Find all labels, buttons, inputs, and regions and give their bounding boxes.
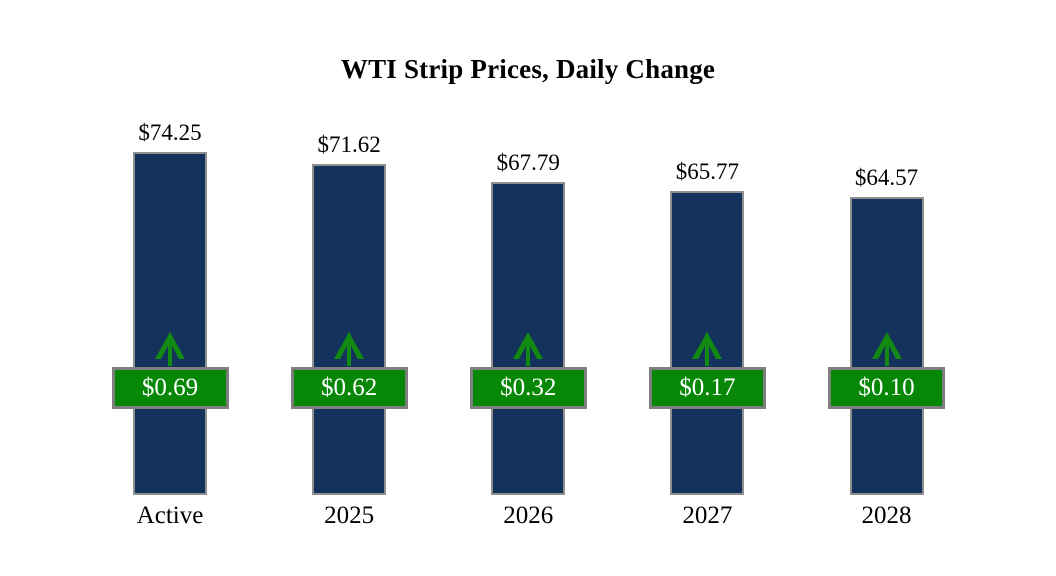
daily-change-badge: $0.62 — [290, 367, 408, 409]
bar-value-label: $64.57 — [854, 165, 919, 190]
daily-change-badge: $0.69 — [111, 367, 229, 409]
bar-value-label: $71.62 — [317, 132, 381, 157]
daily-change-badge: $0.17 — [648, 367, 766, 409]
price-bar — [133, 152, 207, 495]
up-arrow-icon — [334, 332, 365, 366]
category-label: 2026 — [503, 502, 554, 529]
up-arrow-icon — [513, 332, 544, 366]
daily-change-badge: $0.32 — [469, 367, 587, 409]
daily-change-badge: $0.10 — [828, 367, 945, 409]
category-label: 2025 — [324, 502, 375, 529]
up-arrow-icon — [692, 332, 723, 366]
up-arrow-icon — [155, 332, 185, 366]
category-label: 2028 — [861, 502, 912, 529]
daily-change-value: $0.32 — [500, 374, 557, 401]
up-arrow-icon — [871, 332, 902, 366]
daily-change-value: $0.17 — [679, 374, 736, 401]
category-label: 2027 — [682, 502, 733, 529]
category-label: Active — [136, 502, 204, 529]
bar-value-label: $67.79 — [496, 150, 560, 175]
price-bar — [312, 164, 387, 495]
chart-title: WTI Strip Prices, Daily Change — [340, 54, 716, 84]
bar-value-label: $65.77 — [675, 159, 739, 184]
daily-change-value: $0.10 — [858, 374, 915, 401]
daily-change-value: $0.62 — [321, 374, 378, 401]
daily-change-value: $0.69 — [141, 374, 199, 401]
bar-value-label: $74.25 — [138, 120, 202, 145]
